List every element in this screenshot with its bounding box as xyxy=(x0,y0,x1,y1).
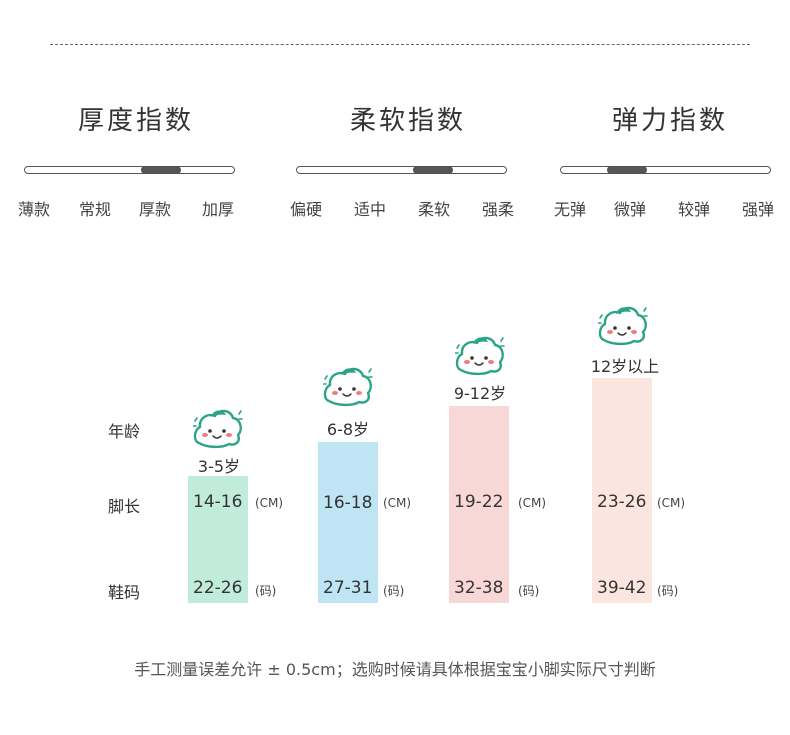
elasticity-slider-knob xyxy=(607,166,647,174)
softness-level-1: 偏硬 xyxy=(289,200,322,219)
age-value-6-8: 6-8岁 xyxy=(326,420,370,439)
thickness-index-title: 厚度指数 xyxy=(77,106,194,136)
age-value-3-5: 3-5岁 xyxy=(197,457,241,476)
thickness-slider-knob xyxy=(141,166,181,174)
softness-index-title: 柔软指数 xyxy=(349,106,466,136)
foot-unit-3-5: (CM) xyxy=(255,496,284,510)
shoe-size-9-12: 32-38 xyxy=(454,578,504,598)
mascot-icon-3-5 xyxy=(193,405,243,449)
elasticity-level-2: 微弹 xyxy=(613,200,646,219)
top-dashed-divider xyxy=(50,44,750,45)
softness-slider xyxy=(296,166,507,174)
elasticity-level-3: 较弹 xyxy=(677,200,710,219)
elasticity-level-1: 无弹 xyxy=(553,200,586,219)
shoe-unit-3-5: (码) xyxy=(255,584,277,598)
softness-index: 柔软指数 偏硬 适中 柔软 强柔 xyxy=(278,100,538,230)
foot-length-6-8: 16-18 xyxy=(323,493,373,513)
size-bar-12-plus xyxy=(592,378,652,603)
shoe-unit-12-plus: (码) xyxy=(657,584,679,598)
foot-length-row-label: 脚长 xyxy=(108,497,141,516)
shoe-size-12-plus: 39-42 xyxy=(597,578,647,598)
shoe-size-row-label: 鞋码 xyxy=(108,583,141,602)
age-row-label: 年龄 xyxy=(108,422,141,441)
softness-slider-knob xyxy=(413,166,453,174)
size-bar-9-12 xyxy=(449,406,509,603)
mascot-icon-9-12 xyxy=(455,332,505,376)
elasticity-index: 弹力指数 无弹 微弹 较弹 强弹 xyxy=(540,100,790,230)
foot-unit-6-8: (CM) xyxy=(383,496,412,510)
thickness-level-1: 薄款 xyxy=(17,200,50,219)
age-value-9-12: 9-12岁 xyxy=(453,384,507,403)
mascot-icon-12-plus xyxy=(598,302,648,346)
softness-level-3: 柔软 xyxy=(417,200,450,219)
foot-length-9-12: 19-22 xyxy=(454,492,504,512)
shoe-size-3-5: 22-26 xyxy=(193,578,243,598)
elasticity-slider xyxy=(560,166,771,174)
shoe-unit-9-12: (码) xyxy=(518,584,540,598)
elasticity-index-title: 弹力指数 xyxy=(611,106,728,136)
softness-level-4: 强柔 xyxy=(481,200,514,219)
thickness-index: 厚度指数 薄款 常规 厚款 加厚 xyxy=(6,100,266,230)
foot-length-12-plus: 23-26 xyxy=(597,492,647,512)
mascot-icon-6-8 xyxy=(323,363,373,407)
foot-length-3-5: 14-16 xyxy=(193,492,243,512)
foot-unit-9-12: (CM) xyxy=(518,496,547,510)
thickness-slider xyxy=(24,166,235,174)
age-value-12-plus: 12岁以上 xyxy=(590,357,660,376)
foot-unit-12-plus: (CM) xyxy=(657,496,686,510)
thickness-level-3: 厚款 xyxy=(138,200,171,219)
thickness-level-2: 常规 xyxy=(78,200,111,219)
size-bar-3-5 xyxy=(188,476,248,603)
softness-level-2: 适中 xyxy=(353,200,386,219)
shoe-unit-6-8: (码) xyxy=(383,584,405,598)
size-bar-6-8 xyxy=(318,442,378,603)
elasticity-level-4: 强弹 xyxy=(741,200,774,219)
thickness-level-4: 加厚 xyxy=(201,200,234,219)
measurement-footnote: 手工测量误差允许 ± 0.5cm；选购时候请具体根据宝宝小脚实际尺寸判断 xyxy=(134,660,656,679)
shoe-size-6-8: 27-31 xyxy=(323,578,373,598)
